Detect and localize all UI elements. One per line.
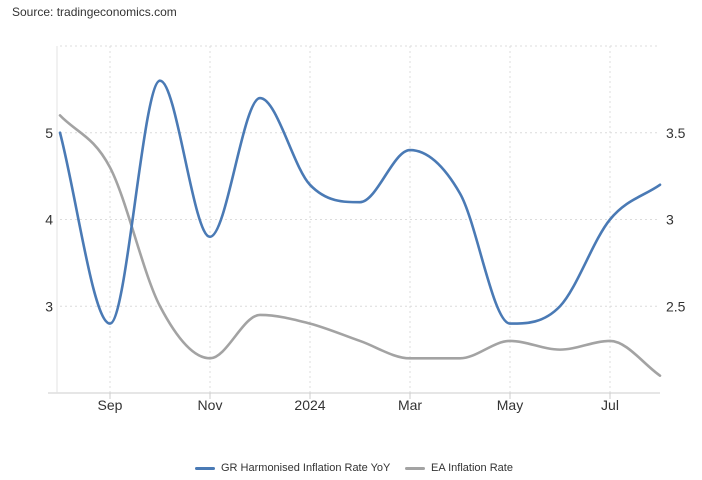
y-left-tick-label: 4	[45, 212, 53, 228]
legend-swatch-gr	[195, 466, 215, 470]
legend-label-gr: GR Harmonised Inflation Rate YoY	[221, 462, 391, 474]
y-left-tick-label: 5	[45, 125, 53, 141]
line-chart: Sep Nov 2024 Mar May Jul 3 4 5 2.5 3 3.5	[45, 45, 686, 413]
axes	[48, 46, 660, 399]
source-note: Source: tradingeconomics.com	[12, 5, 177, 19]
legend-item-gr: GR Harmonised Inflation Rate YoY	[195, 462, 390, 474]
x-tick-label: Jul	[601, 397, 619, 413]
x-tick-label: Sep	[98, 397, 123, 413]
y-right-tick-label: 3	[666, 212, 674, 228]
y-right-tick-label: 2.5	[666, 298, 686, 314]
legend: GR Harmonised Inflation Rate YoY EA Infl…	[0, 462, 702, 480]
series-lines	[58, 79, 662, 377]
y-right-tick-label: 3.5	[666, 125, 686, 141]
x-tick-label: May	[497, 397, 523, 413]
tick-labels: Sep Nov 2024 Mar May Jul 3 4 5 2.5 3 3.5	[45, 125, 685, 413]
y-left-tick-label: 3	[45, 298, 53, 314]
x-tick-label: Mar	[398, 397, 422, 413]
series-line-gr	[58, 79, 662, 325]
legend-label-ea: EA Inflation Rate	[431, 462, 513, 474]
x-tick-label: 2024	[294, 397, 325, 413]
legend-swatch-ea	[405, 466, 425, 470]
series-line-ea	[58, 114, 662, 377]
legend-item-ea: EA Inflation Rate	[405, 462, 513, 474]
x-tick-label: Nov	[198, 397, 223, 413]
